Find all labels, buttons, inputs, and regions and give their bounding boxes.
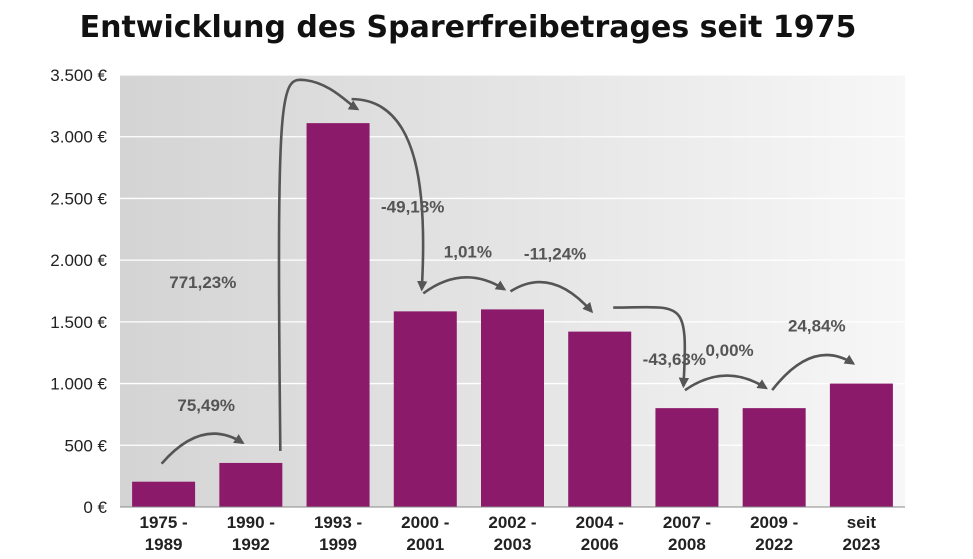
change-label-1: 771,23% <box>169 273 236 292</box>
x-category-label-3: 2000 -2001 <box>401 513 449 554</box>
change-arrow-2 <box>351 97 428 292</box>
bar-3 <box>393 311 457 507</box>
y-tick-label-5: 2.500 € <box>50 189 107 208</box>
x-category-label-7: 2009 -2022 <box>750 513 798 554</box>
bar-6 <box>655 408 719 507</box>
y-tick-label-2: 1.000 € <box>50 375 107 394</box>
y-tick-label-0: 0 € <box>83 498 107 517</box>
change-arrow-3 <box>422 276 507 295</box>
bar-5 <box>568 331 632 507</box>
bar-7 <box>742 408 806 507</box>
change-label-4: -11,24% <box>524 244 586 263</box>
change-label-0: 75,49% <box>177 396 235 415</box>
y-tick-label-4: 2.000 € <box>50 251 107 270</box>
x-category-label-5: 2004 -2006 <box>576 513 624 554</box>
bars <box>132 123 893 507</box>
change-label-3: 1,01% <box>444 242 492 261</box>
x-category-label-2: 1993 -1999 <box>314 513 362 554</box>
x-category-label-6: 2007 -2008 <box>663 513 711 554</box>
change-label-6: 0,00% <box>705 341 753 360</box>
y-tick-label-6: 3.000 € <box>50 128 107 147</box>
bar-8 <box>829 383 893 507</box>
change-label-7: 24,84% <box>788 317 846 336</box>
change-arrow-4 <box>509 280 594 314</box>
x-axis-categories: 1975 -1989 1990 -1992 1993 -1999 2000 -2001… <box>140 513 881 554</box>
change-arrow-6 <box>684 374 768 392</box>
change-arrow-7 <box>771 353 856 391</box>
bar-0 <box>132 481 196 507</box>
y-tick-label-7: 3.500 € <box>50 66 107 85</box>
x-category-label-8: seit 2023 <box>842 513 880 554</box>
y-tick-label-3: 1.500 € <box>50 313 107 332</box>
y-axis-ticks: 0 € 500 € 1.000 € 1.500 € 2.000 € 2.500 € 3.00… <box>50 66 107 517</box>
x-category-label-4: 2002 -2003 <box>488 513 536 554</box>
x-category-label-0: 1975 -1989 <box>140 513 188 554</box>
change-label-5: -43,63% <box>643 350 706 369</box>
change-arrow-5 <box>613 305 690 389</box>
change-arrow-0 <box>160 432 245 465</box>
bar-4 <box>481 309 544 507</box>
bar-1 <box>219 462 283 507</box>
change-arrows: 75,49% 771,23% -49,18% 1,01% -11,24% -43,63% 0… <box>160 78 856 465</box>
bar-2 <box>306 123 370 507</box>
change-label-2: -49,18% <box>381 197 444 216</box>
change-arrow-1 <box>277 78 360 451</box>
x-category-label-1: 1990 -1992 <box>227 513 275 554</box>
chart-title: Entwicklung des Sparerfreibetrages seit … <box>80 10 857 45</box>
y-tick-label-1: 500 € <box>64 436 107 455</box>
